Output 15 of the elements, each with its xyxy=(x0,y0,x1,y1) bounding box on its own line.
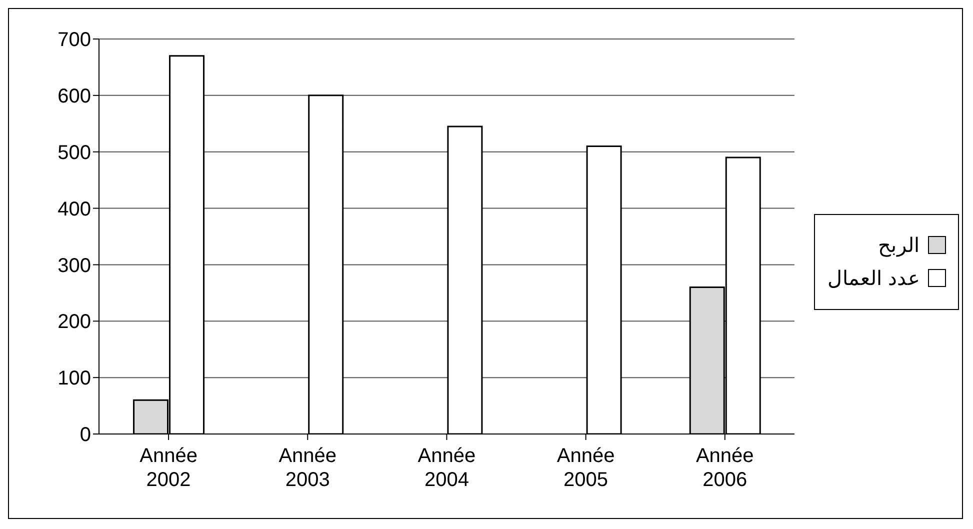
y-tick-label: 500 xyxy=(58,142,91,164)
x-tick-label: Année 2005 xyxy=(556,445,615,491)
legend-label: الربح xyxy=(878,234,920,258)
x-tick-label: Année 2002 xyxy=(140,445,198,491)
x-tick-label: Année 2006 xyxy=(696,445,754,491)
x-tick-label: Année 2003 xyxy=(278,445,337,491)
y-tick-label: 300 xyxy=(58,254,91,277)
legend-label: عدد العمال xyxy=(827,266,920,290)
y-tick-label: 100 xyxy=(58,368,91,390)
y-tick-label: 600 xyxy=(58,86,91,108)
y-tick-label: 0 xyxy=(80,424,91,446)
y-tick-label: 200 xyxy=(58,311,91,334)
y-tick-label: 400 xyxy=(58,198,91,220)
y-tick-label: 700 xyxy=(58,29,91,52)
x-tick-label: Année 2004 xyxy=(418,445,476,491)
